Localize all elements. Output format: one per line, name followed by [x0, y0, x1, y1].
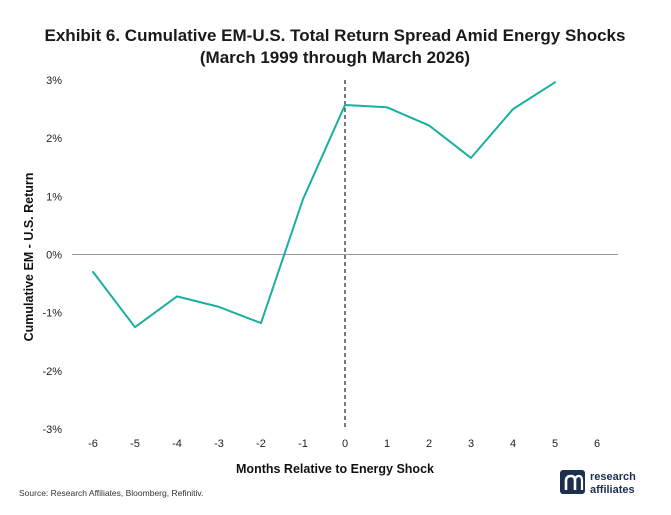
x-tick-label: -1 — [298, 438, 308, 450]
y-tick-label: -1% — [42, 308, 62, 320]
logo-text-affiliates: affiliates — [590, 484, 635, 496]
x-tick-label: 5 — [552, 438, 558, 450]
y-tick-label: -3% — [42, 424, 62, 436]
x-tick-label: -5 — [130, 438, 140, 450]
series — [92, 81, 556, 329]
x-tick-label: -3 — [214, 438, 224, 450]
logo-text-research: research — [590, 471, 636, 483]
y-tick-label: -2% — [42, 366, 62, 378]
logo-mark-icon — [560, 470, 585, 494]
y-tick-label: 0% — [46, 250, 62, 262]
x-tick-label: 6 — [594, 438, 600, 450]
x-tick-label: -4 — [172, 438, 182, 450]
y-tick-labels: 3% 2% 1% 0% -1% -2% -3% — [42, 75, 62, 436]
x-tick-label: 3 — [468, 438, 474, 450]
x-tick-label: -2 — [256, 438, 266, 450]
series-line — [92, 81, 556, 329]
x-tick-labels: -6 -5 -4 -3 -2 -1 0 1 2 3 4 5 6 — [88, 438, 600, 450]
x-tick-label: 0 — [342, 438, 348, 450]
y-axis-label: Cumulative EM - U.S. Return — [22, 173, 36, 342]
x-tick-label: 1 — [384, 438, 390, 450]
research-affiliates-logo: research affiliates — [560, 470, 636, 496]
x-tick-label: 4 — [510, 438, 516, 450]
x-tick-label: -6 — [88, 438, 98, 450]
chart-subtitle: (March 1999 through March 2026) — [200, 48, 470, 67]
source-note: Source: Research Affiliates, Bloomberg, … — [19, 488, 203, 498]
x-axis-label: Months Relative to Energy Shock — [236, 462, 434, 476]
axes — [72, 80, 618, 429]
chart-title: Exhibit 6. Cumulative EM-U.S. Total Retu… — [45, 26, 626, 45]
x-tick-label: 2 — [426, 438, 432, 450]
y-tick-label: 3% — [46, 75, 62, 87]
y-tick-label: 1% — [46, 191, 62, 203]
y-tick-label: 2% — [46, 133, 62, 145]
